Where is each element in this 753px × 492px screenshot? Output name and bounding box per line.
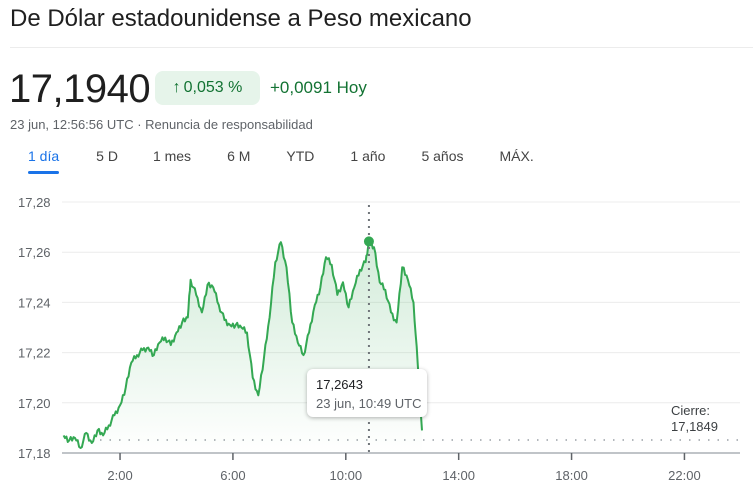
close-label-text: Cierre: xyxy=(671,403,711,418)
y-tick-label: 17,22 xyxy=(18,346,51,361)
x-tick-label: 14:00 xyxy=(442,468,475,483)
x-tick-label: 18:00 xyxy=(555,468,588,483)
tab-6-m[interactable]: 6 M xyxy=(227,148,251,164)
y-tick-label: 17,26 xyxy=(18,245,51,260)
quote-timestamp: 23 jun, 12:56:56 UTC xyxy=(10,117,134,132)
previous-close-label: Cierre: 17,1849 xyxy=(671,403,718,435)
price-area xyxy=(63,241,422,453)
tab-ytd[interactable]: YTD xyxy=(286,148,315,164)
percent-change-value: 0,053 % xyxy=(183,79,243,96)
arrow-up-icon: ↑ xyxy=(172,79,181,96)
x-tick-label: 6:00 xyxy=(220,468,245,483)
x-tick-label: 2:00 xyxy=(107,468,132,483)
tab-max[interactable]: MÁX. xyxy=(499,148,534,164)
close-label-value: 17,1849 xyxy=(671,419,718,434)
page-title: De Dólar estadounidense a Peso mexicano xyxy=(10,5,472,32)
quote-meta: 23 jun, 12:56:56 UTC · Renuncia de respo… xyxy=(10,117,313,132)
current-price: 17,1940 xyxy=(9,67,151,111)
disclaimer-link[interactable]: Renuncia de responsabilidad xyxy=(145,117,313,132)
range-tabs: 1 día 5 D 1 mes 6 M YTD 1 año 5 años MÁX… xyxy=(28,146,534,174)
x-tick-label: 10:00 xyxy=(330,468,363,483)
price-chart[interactable]: 17,28 17,26 17,24 17,22 17,20 17,18 2:00 6:00 1… xyxy=(0,185,753,492)
y-tick-label: 17,18 xyxy=(18,446,51,461)
header-divider xyxy=(10,47,753,48)
x-tick-label: 22:00 xyxy=(668,468,701,483)
tab-1-mes[interactable]: 1 mes xyxy=(152,148,192,164)
absolute-change: +0,0091 Hoy xyxy=(270,78,367,97)
tooltip-time: 23 jun, 10:49 UTC xyxy=(316,396,422,411)
hover-tooltip: 17,2643 23 jun, 10:49 UTC xyxy=(307,369,427,417)
tab-5-d[interactable]: 5 D xyxy=(96,148,118,164)
y-tick-label: 17,24 xyxy=(18,295,51,310)
price-line xyxy=(62,240,423,449)
x-axis: 2:00 6:00 10:00 14:00 18:00 22:00 xyxy=(107,453,701,483)
hover-point xyxy=(363,236,374,247)
tab-1-ano[interactable]: 1 año xyxy=(350,148,386,164)
tab-5-anos[interactable]: 5 años xyxy=(421,148,464,164)
tooltip-value: 17,2643 xyxy=(316,377,363,392)
y-tick-label: 17,28 xyxy=(18,195,51,210)
meta-separator: · xyxy=(133,117,146,132)
percent-change-badge: ↑ 0,053 % xyxy=(155,71,260,105)
tab-1-dia[interactable]: 1 día xyxy=(28,146,60,174)
y-tick-label: 17,20 xyxy=(18,396,51,411)
